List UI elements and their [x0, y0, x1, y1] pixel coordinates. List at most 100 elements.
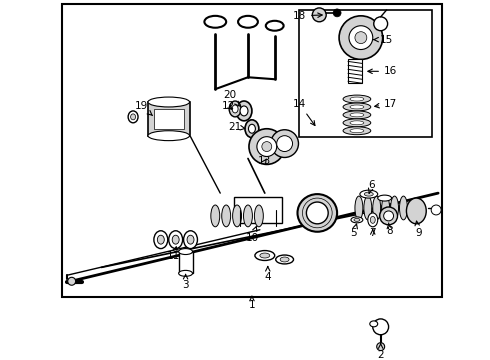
- Ellipse shape: [169, 231, 183, 249]
- Ellipse shape: [244, 205, 252, 227]
- Text: 21: 21: [228, 122, 245, 132]
- Ellipse shape: [343, 111, 371, 119]
- Circle shape: [68, 277, 75, 285]
- Ellipse shape: [276, 255, 294, 264]
- Ellipse shape: [179, 249, 193, 255]
- Text: 17: 17: [375, 99, 397, 109]
- Ellipse shape: [280, 257, 289, 262]
- Ellipse shape: [184, 231, 197, 249]
- Text: 9: 9: [415, 221, 421, 238]
- Bar: [234, 197, 282, 223]
- Circle shape: [249, 129, 285, 165]
- Ellipse shape: [297, 194, 337, 232]
- Ellipse shape: [254, 205, 263, 227]
- Text: 15: 15: [374, 35, 393, 45]
- Ellipse shape: [406, 198, 426, 224]
- Circle shape: [312, 8, 326, 22]
- Ellipse shape: [351, 217, 363, 223]
- Ellipse shape: [365, 192, 373, 196]
- Circle shape: [257, 137, 277, 157]
- Ellipse shape: [148, 97, 190, 107]
- Ellipse shape: [343, 127, 371, 135]
- Bar: [62, 4, 442, 297]
- Ellipse shape: [260, 253, 270, 258]
- Ellipse shape: [148, 131, 190, 141]
- Ellipse shape: [343, 95, 371, 103]
- Ellipse shape: [343, 103, 371, 111]
- Circle shape: [377, 343, 385, 351]
- Bar: [299, 10, 432, 137]
- Ellipse shape: [245, 120, 259, 138]
- Text: 19: 19: [134, 101, 152, 116]
- Circle shape: [431, 205, 441, 215]
- Text: 4: 4: [265, 266, 271, 282]
- Text: 1: 1: [248, 296, 255, 310]
- Circle shape: [384, 211, 393, 221]
- Ellipse shape: [350, 97, 364, 101]
- Text: 2: 2: [377, 344, 384, 360]
- Text: 13: 13: [258, 157, 271, 166]
- Text: 20: 20: [223, 90, 239, 106]
- Ellipse shape: [399, 196, 407, 220]
- Circle shape: [339, 16, 383, 59]
- Bar: [148, 102, 190, 136]
- Ellipse shape: [157, 235, 164, 244]
- Ellipse shape: [370, 321, 378, 327]
- Ellipse shape: [350, 105, 364, 109]
- Text: 10: 10: [245, 226, 259, 243]
- Ellipse shape: [222, 205, 231, 227]
- Ellipse shape: [373, 196, 381, 220]
- Text: 16: 16: [368, 66, 397, 76]
- Ellipse shape: [211, 205, 220, 227]
- Circle shape: [333, 9, 341, 17]
- Ellipse shape: [368, 213, 378, 227]
- Ellipse shape: [350, 113, 364, 117]
- Ellipse shape: [355, 196, 363, 220]
- Bar: [348, 59, 362, 83]
- Ellipse shape: [350, 129, 364, 133]
- Ellipse shape: [233, 205, 242, 227]
- Circle shape: [380, 207, 397, 225]
- Ellipse shape: [360, 190, 378, 198]
- Ellipse shape: [350, 121, 364, 125]
- Text: 11: 11: [167, 247, 180, 261]
- Ellipse shape: [370, 216, 375, 223]
- Circle shape: [374, 17, 388, 31]
- Text: 7: 7: [369, 228, 376, 238]
- Text: 14: 14: [293, 99, 315, 126]
- Ellipse shape: [179, 270, 193, 276]
- Circle shape: [373, 319, 389, 335]
- Circle shape: [349, 26, 373, 50]
- Text: 5: 5: [351, 224, 357, 238]
- Ellipse shape: [248, 124, 255, 133]
- Ellipse shape: [391, 196, 398, 220]
- Ellipse shape: [128, 111, 138, 123]
- Text: 6: 6: [368, 180, 375, 193]
- Ellipse shape: [240, 106, 248, 116]
- Ellipse shape: [364, 196, 372, 220]
- Ellipse shape: [172, 235, 179, 244]
- Ellipse shape: [266, 21, 284, 31]
- Ellipse shape: [204, 16, 226, 28]
- Ellipse shape: [236, 101, 252, 121]
- Ellipse shape: [187, 235, 194, 244]
- Ellipse shape: [343, 119, 371, 127]
- Ellipse shape: [154, 231, 168, 249]
- Bar: [154, 109, 184, 129]
- Circle shape: [355, 32, 367, 44]
- Ellipse shape: [229, 101, 241, 117]
- Ellipse shape: [232, 105, 238, 113]
- Text: 8: 8: [386, 223, 393, 236]
- Ellipse shape: [238, 16, 258, 28]
- Circle shape: [277, 136, 293, 152]
- Text: 18: 18: [293, 11, 322, 21]
- Circle shape: [262, 141, 272, 152]
- Ellipse shape: [354, 219, 360, 221]
- Ellipse shape: [382, 196, 390, 220]
- Circle shape: [271, 130, 298, 157]
- Ellipse shape: [378, 195, 392, 201]
- Text: 12: 12: [221, 101, 235, 111]
- Bar: [179, 252, 193, 273]
- Ellipse shape: [255, 251, 275, 261]
- Text: 3: 3: [182, 274, 189, 290]
